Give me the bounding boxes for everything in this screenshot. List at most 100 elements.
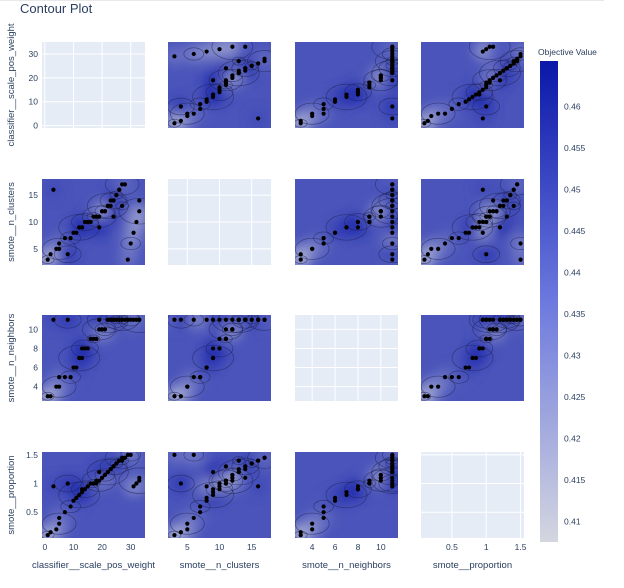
trial-point[interactable] [230,73,235,78]
trial-point[interactable] [456,102,461,107]
trial-point[interactable] [473,355,479,361]
panel-r3-c2[interactable]: 4 6 8 10 smote__n_neighbors [292,446,413,571]
trial-point[interactable] [99,475,105,480]
trial-point[interactable] [518,51,523,57]
trial-point[interactable] [74,230,79,235]
trial-point[interactable] [117,187,122,192]
trial-point[interactable] [449,375,454,380]
trial-point[interactable] [65,252,70,257]
trial-point[interactable] [477,346,482,351]
trial-point[interactable] [210,487,216,492]
trial-point[interactable] [120,317,125,322]
trial-point[interactable] [210,346,216,351]
trial-point[interactable] [344,490,349,495]
trial-point[interactable] [367,219,372,225]
panel-r2-c3[interactable] [415,307,534,405]
trial-point[interactable] [131,484,136,489]
trial-point[interactable] [178,394,183,399]
trial-point[interactable] [191,375,196,380]
trial-point[interactable] [230,472,235,478]
trial-point[interactable] [236,59,241,64]
trial-point[interactable] [390,452,395,457]
trial-point[interactable] [94,336,99,341]
trial-point[interactable] [355,87,361,92]
panel-r2-c1[interactable] [165,307,281,405]
trial-point[interactable] [390,219,395,225]
trial-point[interactable] [298,118,303,123]
trial-point[interactable] [390,59,395,64]
panel-r3-c0[interactable]: 0.5 1 1.5 smote__proportion 0 10 20 30 classifie… [6,446,160,571]
trial-point[interactable] [511,203,516,208]
trial-point[interactable] [172,394,177,399]
trial-point[interactable] [390,78,395,83]
trial-point[interactable] [102,209,108,214]
trial-point[interactable] [204,484,209,489]
trial-point[interactable] [367,80,372,85]
trial-point[interactable] [223,336,229,341]
trial-point[interactable] [105,469,110,475]
panel-r0-c0[interactable]: 0 10 20 30 classifier__scale_pos_weight [6,23,145,147]
trial-point[interactable] [449,236,454,241]
trial-point[interactable] [332,97,338,102]
trial-point[interactable] [497,203,503,208]
trial-point[interactable] [236,467,241,472]
trial-point[interactable] [497,78,503,83]
trial-point[interactable] [198,375,203,380]
trial-point[interactable] [243,475,248,480]
trial-point[interactable] [429,246,434,251]
trial-point[interactable] [97,214,102,219]
panel-r0-c2[interactable] [292,34,413,132]
trial-point[interactable] [172,533,177,538]
trial-point[interactable] [390,209,395,214]
trial-point[interactable] [108,467,113,472]
trial-point[interactable] [223,66,229,71]
trial-point[interactable] [54,527,59,532]
trial-point[interactable] [480,87,485,92]
trial-point[interactable] [436,384,441,389]
trial-point[interactable] [504,317,509,322]
trial-point[interactable] [210,317,216,322]
trial-point[interactable] [62,375,67,380]
trial-point[interactable] [48,394,53,399]
trial-point[interactable] [120,203,125,208]
trial-point[interactable] [344,92,349,97]
trial-point[interactable] [85,484,90,489]
trial-point[interactable] [191,452,196,457]
trial-point[interactable] [223,478,229,483]
panel-r0-c3[interactable] [415,34,534,132]
panel-r1-c2[interactable] [292,174,413,269]
trial-point[interactable] [463,99,468,104]
trial-point[interactable] [249,63,254,68]
trial-point[interactable] [65,317,70,322]
trial-point[interactable] [321,111,326,116]
trial-point[interactable] [217,85,222,90]
trial-point[interactable] [442,241,448,246]
trial-point[interactable] [390,481,395,486]
trial-point[interactable] [111,198,116,203]
trial-point[interactable] [68,375,73,380]
trial-point[interactable] [131,230,136,235]
trial-point[interactable] [321,106,326,111]
trial-point[interactable] [217,481,222,486]
trial-point[interactable] [51,187,56,192]
trial-point[interactable] [204,365,209,370]
trial-point[interactable] [477,225,482,230]
trial-point[interactable] [436,246,441,251]
trial-point[interactable] [355,484,361,489]
trial-point[interactable] [243,317,248,322]
trial-point[interactable] [466,230,472,235]
trial-point[interactable] [378,73,383,78]
panel-r0-c1[interactable] [165,34,281,132]
trial-point[interactable] [390,464,395,469]
trial-point[interactable] [185,521,190,526]
trial-point[interactable] [484,317,489,322]
trial-point[interactable] [128,452,133,457]
trial-point[interactable] [310,246,315,251]
trial-point[interactable] [111,214,116,219]
trial-point[interactable] [470,225,475,230]
trial-point[interactable] [436,111,441,116]
trial-point[interactable] [243,464,248,469]
panel-r2-c0[interactable]: 4 6 8 10 smote__n_neighbors [6,307,160,405]
trial-point[interactable] [262,455,267,460]
trial-point[interactable] [74,495,79,500]
